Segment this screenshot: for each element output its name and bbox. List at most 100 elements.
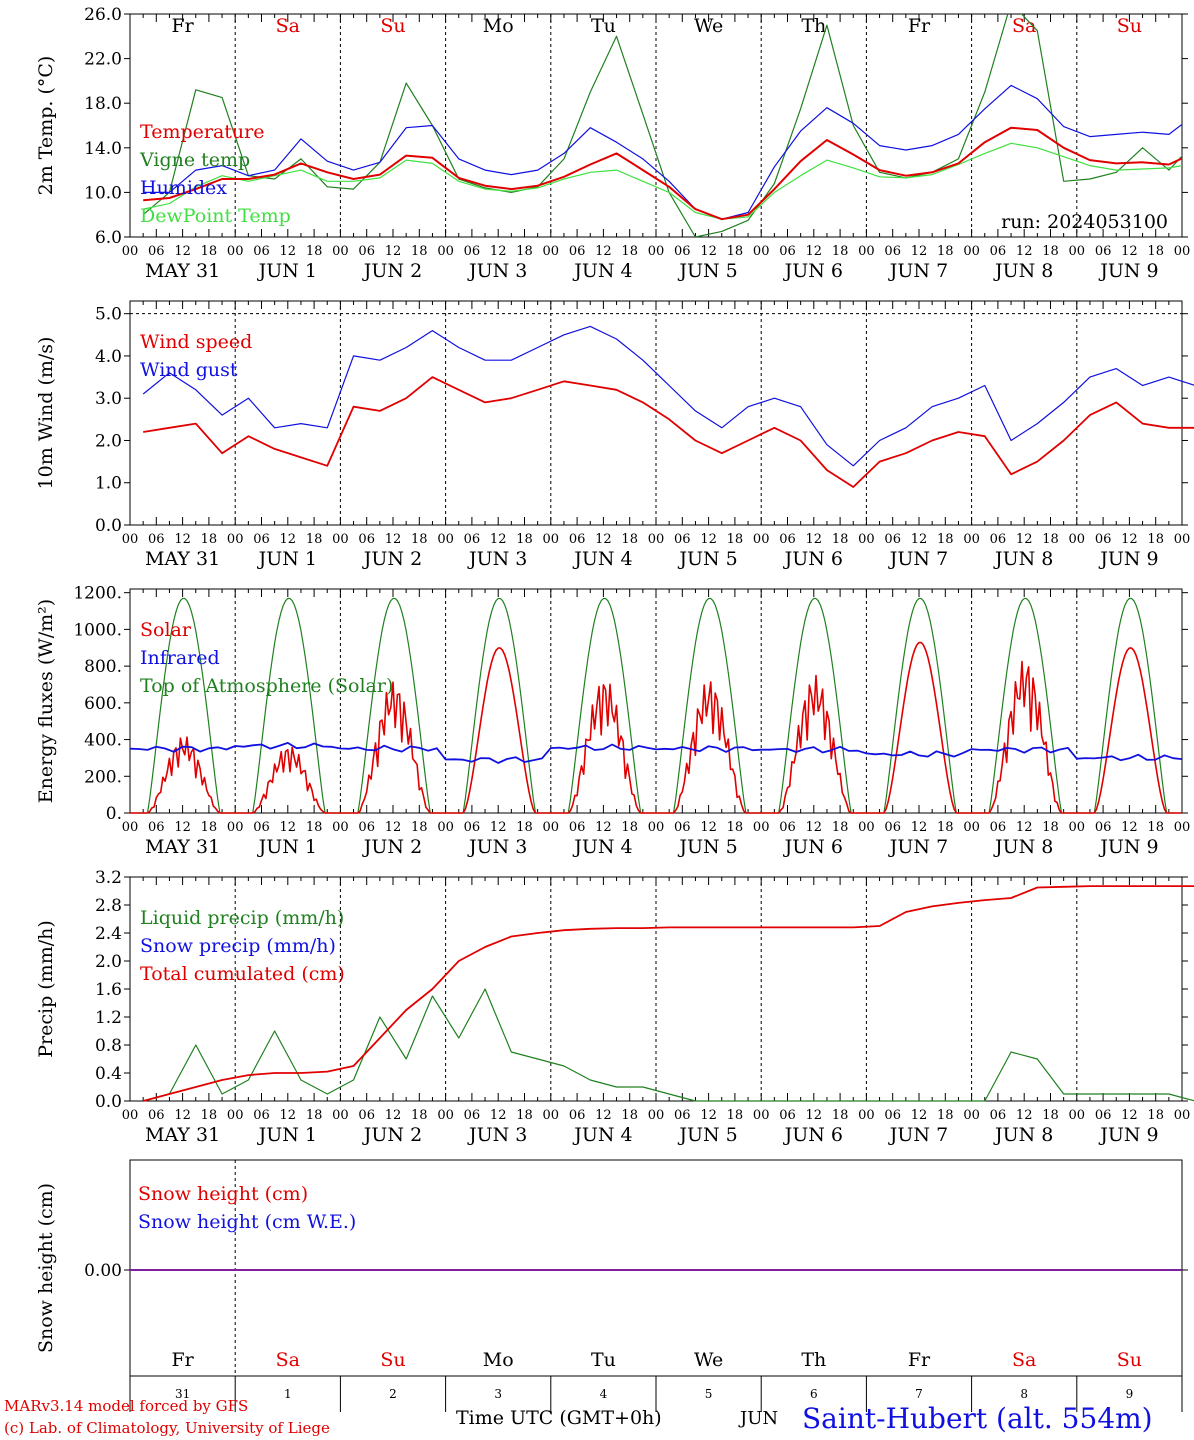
hour-tick-label: 00 <box>648 244 665 259</box>
hour-tick-label: 18 <box>727 1108 744 1123</box>
day-number: 3 <box>494 1387 502 1401</box>
weekday-label: Th <box>801 1349 826 1371</box>
weekday-label: Tu <box>591 1349 616 1371</box>
hour-tick-label: 12 <box>595 1108 612 1123</box>
hour-tick-label: 12 <box>280 244 297 259</box>
day-number: 31 <box>175 1387 190 1401</box>
run-label: run: 2024053100 <box>1001 211 1168 233</box>
y-tick-label: 0.0 <box>95 1092 122 1112</box>
hour-tick-label: 00 <box>753 820 770 835</box>
weekday-label: Sa <box>276 15 300 37</box>
hour-tick-label: 00 <box>543 820 560 835</box>
hour-tick-label: 00 <box>963 244 980 259</box>
y-tick-label: 14.0 <box>84 139 122 159</box>
date-label: JUN 6 <box>783 836 843 858</box>
hour-tick-label: 12 <box>1016 244 1033 259</box>
hour-tick-label: 06 <box>779 244 796 259</box>
hour-tick-label: 00 <box>753 1108 770 1123</box>
y-tick-label: 800. <box>84 657 122 677</box>
date-label: JUN 6 <box>783 548 843 570</box>
weekday-label: Fr <box>171 1349 194 1371</box>
day-number: 5 <box>705 1387 713 1401</box>
panel-precip: Precip (mm/h)00 06 12 18 00 06 12 18 00 06 12 18 00 0… <box>35 868 1194 1146</box>
hour-tick-label: 06 <box>253 820 270 835</box>
hour-tick-label: 00 <box>332 820 349 835</box>
hour-tick-label: 18 <box>1147 244 1164 259</box>
hour-tick-label: 00 <box>227 532 244 547</box>
day-number: 9 <box>1126 1387 1134 1401</box>
weekday-label: We <box>694 15 723 37</box>
hour-tick-label: 18 <box>1042 820 1059 835</box>
hour-tick-label: 00 <box>437 244 454 259</box>
hour-tick-label: 06 <box>148 1108 165 1123</box>
hour-tick-label: 18 <box>516 820 533 835</box>
hour-tick-label: 06 <box>674 532 691 547</box>
date-label: JUN 5 <box>677 548 737 570</box>
hour-tick-label: 06 <box>569 532 586 547</box>
hour-tick-label: 12 <box>385 1108 402 1123</box>
series-total-cumulated <box>142 885 1194 1102</box>
hour-tick-label: 00 <box>227 820 244 835</box>
hour-tick-label: 00 <box>648 820 665 835</box>
hour-tick-label: 18 <box>937 820 954 835</box>
weekday-label: Su <box>380 1349 405 1371</box>
hour-tick-label: 18 <box>516 1108 533 1123</box>
hour-tick-label: 00 <box>332 244 349 259</box>
hour-tick-label: 00 <box>858 1108 875 1123</box>
hour-tick-label: 12 <box>1016 1108 1033 1123</box>
series-wind-speed <box>143 376 1194 488</box>
plot-frame <box>129 13 1183 238</box>
day-number: 2 <box>389 1387 397 1401</box>
hour-tick-label: 12 <box>280 820 297 835</box>
hour-tick-label: 12 <box>595 532 612 547</box>
hour-tick-label: 00 <box>753 532 770 547</box>
hour-tick-label: 12 <box>1121 532 1138 547</box>
hour-tick-label: 18 <box>516 244 533 259</box>
date-label: JUN 2 <box>362 836 422 858</box>
hour-tick-label: 06 <box>990 820 1007 835</box>
hour-tick-label: 00 <box>1174 1108 1191 1123</box>
y-tick-label: 10.0 <box>84 183 122 203</box>
date-label: JUN 6 <box>783 260 843 282</box>
hour-tick-label: 12 <box>174 820 191 835</box>
hour-tick-label: 00 <box>1174 820 1191 835</box>
date-label: JUN 1 <box>257 260 317 282</box>
hour-tick-label: 12 <box>174 244 191 259</box>
hour-tick-label: 18 <box>621 820 638 835</box>
date-label: JUN 8 <box>993 836 1053 858</box>
weekday-label: Fr <box>908 1349 931 1371</box>
hour-tick-label: 06 <box>464 532 481 547</box>
panel-wind: 10m Wind (m/s) 00 06 12 18 00 06 12 18 00 06 12 18 00… <box>35 300 1194 570</box>
hour-tick-label: 18 <box>306 244 323 259</box>
series-humidex <box>143 84 1182 220</box>
hour-tick-label: 00 <box>648 1108 665 1123</box>
hour-tick-label: 00 <box>122 820 139 835</box>
hour-tick-label: 06 <box>569 1108 586 1123</box>
hour-tick-label: 00 <box>753 244 770 259</box>
hour-tick-label: 18 <box>621 532 638 547</box>
hour-tick-label: 06 <box>358 532 375 547</box>
series-solar <box>130 641 1182 814</box>
date-label: MAY 31 <box>145 548 220 570</box>
date-label: JUN 5 <box>677 1124 737 1146</box>
y-tick-label: 6.0 <box>95 228 122 248</box>
hour-tick-label: 12 <box>174 532 191 547</box>
series-vigne-temp <box>142 14 1182 237</box>
y-tick-label: 2.8 <box>95 896 122 916</box>
date-label: JUN 2 <box>362 260 422 282</box>
hour-tick-label: 06 <box>569 244 586 259</box>
hour-tick-label: 12 <box>1121 244 1138 259</box>
date-label: JUN 7 <box>888 548 948 570</box>
hour-tick-label: 18 <box>516 532 533 547</box>
hour-tick-label: 18 <box>937 244 954 259</box>
day-number: 1 <box>284 1387 292 1401</box>
hour-tick-label: 06 <box>148 820 165 835</box>
series-infrared <box>129 742 1183 764</box>
hour-tick-label: 18 <box>306 820 323 835</box>
hour-tick-label: 12 <box>806 1108 823 1123</box>
hour-tick-label: 12 <box>385 820 402 835</box>
series-temperature <box>143 126 1182 221</box>
hour-tick-label: 12 <box>595 244 612 259</box>
date-label: JUN 4 <box>572 548 632 570</box>
